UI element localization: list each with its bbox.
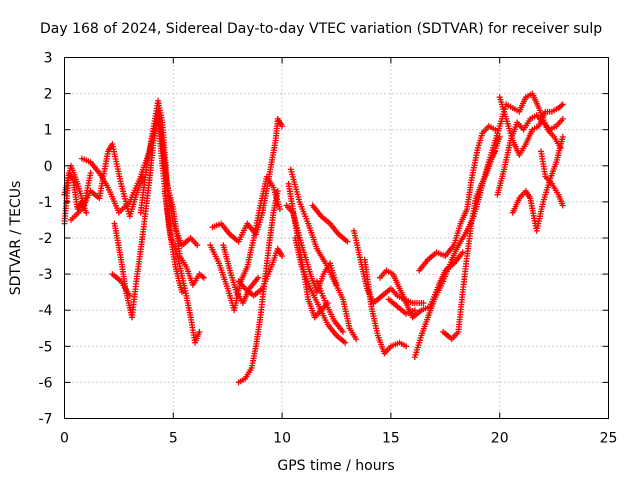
y-axis-label: SDTVAR / TECUs [8, 181, 24, 296]
series-arc-6 [109, 271, 133, 299]
x-tick-label: 10 [273, 431, 291, 447]
y-tick-label: -5 [39, 339, 53, 355]
plus-markers [416, 123, 499, 274]
plus-markers [68, 141, 146, 223]
y-tick-label: -7 [39, 412, 53, 428]
plus-markers [109, 271, 133, 299]
series-arc-4 [78, 97, 201, 249]
series-arc-7 [137, 108, 207, 288]
x-tick-label: 15 [382, 431, 400, 447]
plus-markers [411, 148, 499, 361]
plus-markers [292, 235, 349, 346]
y-tick-label: 1 [44, 123, 53, 139]
y-tick-label: 0 [44, 159, 53, 175]
grid-layer [64, 57, 609, 419]
y-tick-label: -6 [39, 375, 53, 391]
series-arc-21 [361, 256, 410, 357]
plus-markers [78, 97, 201, 249]
y-tick-label: -3 [39, 267, 53, 283]
data-marks [61, 90, 566, 386]
series-arc-17 [292, 235, 349, 346]
plus-markers [309, 202, 351, 245]
series-arc-18 [309, 202, 351, 245]
x-tick-label: 5 [169, 431, 178, 447]
series-arc-23 [385, 296, 418, 317]
plus-markers [350, 227, 427, 306]
plus-markers [496, 94, 566, 158]
plus-markers [207, 173, 283, 314]
series-arc-30 [509, 133, 566, 234]
y-tick-label: -4 [39, 303, 53, 319]
y-tick-label: 2 [44, 87, 53, 103]
series-arc-29 [496, 94, 566, 158]
series-arc-16 [287, 166, 360, 343]
y-tick-label: 3 [44, 51, 53, 67]
x-tick-label: 25 [600, 431, 618, 447]
series-arc-19 [313, 278, 346, 335]
chart-title: Day 168 of 2024, Sidereal Day-to-day VTE… [40, 21, 602, 37]
plus-markers [313, 278, 346, 335]
plus-markers [385, 296, 418, 317]
plus-markers [287, 166, 360, 343]
series-arc-24 [411, 148, 499, 361]
series-arc-10 [207, 173, 283, 314]
series-arc-31 [538, 148, 566, 209]
y-tick-label: -1 [39, 195, 53, 211]
series-arc-8 [161, 188, 203, 346]
x-axis-label: GPS time / hours [277, 458, 394, 474]
series-arc-25 [416, 123, 499, 274]
plus-markers [161, 188, 203, 346]
plus-markers [538, 148, 566, 209]
x-tick-label: 0 [60, 431, 69, 447]
series-arc-13 [235, 245, 286, 299]
plus-markers [137, 108, 207, 288]
series-arc-20 [350, 227, 427, 306]
y-tick-label: -2 [39, 231, 53, 247]
series-arc-3 [68, 141, 146, 223]
plus-markers [509, 133, 566, 234]
plus-markers [235, 245, 286, 299]
x-tick-label: 20 [491, 431, 509, 447]
plus-markers [361, 256, 410, 357]
